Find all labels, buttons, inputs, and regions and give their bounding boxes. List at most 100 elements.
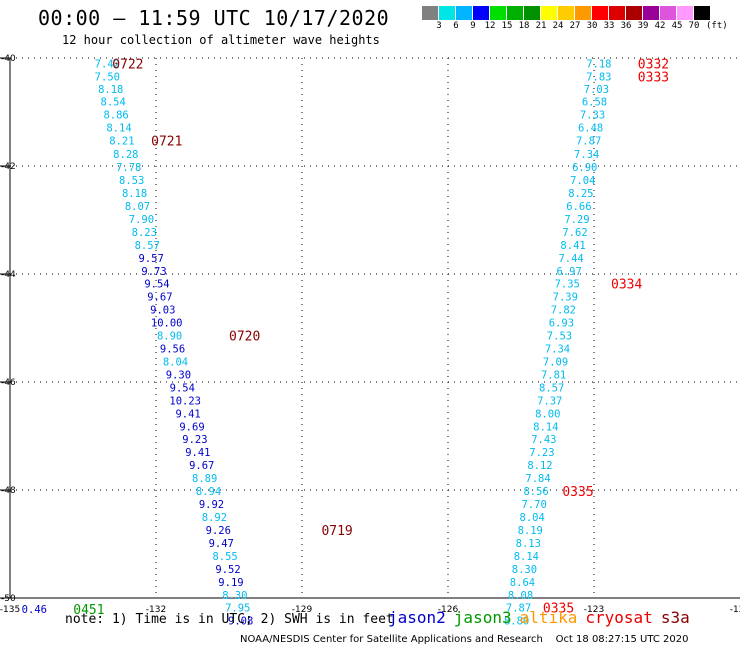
swh-value: 7.50 <box>95 71 120 83</box>
time-label: 0335 <box>562 485 593 500</box>
satellite-altika: altika <box>519 608 578 627</box>
swh-value: 7.70 <box>521 499 546 511</box>
swh-value: 6.58 <box>582 97 607 109</box>
colorbar-tick-label: 9 <box>470 21 476 31</box>
swh-value: 9.56 <box>160 344 185 356</box>
swh-value: 8.56 <box>523 486 548 498</box>
swh-value: 7.95 <box>225 603 250 615</box>
swh-value: 7.87 <box>576 136 601 148</box>
swh-value: 8.57 <box>539 382 564 394</box>
swh-value: 8.08 <box>508 590 533 602</box>
swh-value: 9.08 <box>228 616 253 628</box>
swh-value: 8.90 <box>157 331 182 343</box>
swh-value: 8.57 <box>135 240 160 252</box>
swh-value: 9.30 <box>166 369 191 381</box>
colorbar-tick-label: 15 <box>501 21 513 31</box>
swh-value: 7.04 <box>570 175 595 187</box>
x-tick-label: -132 <box>146 605 166 615</box>
colorbar-swatch <box>660 6 677 20</box>
time-label: 0721 <box>151 135 182 150</box>
swh-value: 6.97 <box>557 266 582 278</box>
colorbar-tick-label: 18 <box>518 21 530 31</box>
swh-value: 9.54 <box>170 382 195 394</box>
swh-value: 8.18 <box>122 188 147 200</box>
swh-value: 8.94 <box>196 486 221 498</box>
time-label: 0335 <box>543 602 574 617</box>
swh-value: 7.33 <box>580 110 605 122</box>
swh-value: 7.90 <box>129 214 154 226</box>
swh-value: 8.04 <box>163 356 188 368</box>
colorbar-tick-label: 3 <box>436 21 442 31</box>
x-tick-label: -126 <box>438 605 459 615</box>
colorbar-swatch <box>456 6 473 20</box>
swh-value: 8.19 <box>518 525 543 537</box>
colorbar-unit: (ft) <box>706 21 728 31</box>
swh-value: 8.00 <box>535 408 560 420</box>
satellite-legend: jason2 jason3 altika cryosat s3a <box>388 608 698 627</box>
swh-value: 9.69 <box>179 421 204 433</box>
colorbar-tick-label: 45 <box>671 21 683 31</box>
satellite-jason3: jason3 <box>453 608 512 627</box>
swh-value: 7.78 <box>116 162 141 174</box>
swh-value: 8.53 <box>119 175 144 187</box>
swh-value: 9.26 <box>206 525 231 537</box>
colorbar-swatch <box>524 6 541 20</box>
swh-value: 7.44 <box>558 253 583 265</box>
colorbar-tick-label: 21 <box>535 21 547 31</box>
swh-value: 8.13 <box>516 538 541 550</box>
x-tick-label: -129 <box>292 605 313 615</box>
swh-value: 8.54 <box>101 97 126 109</box>
y-tick-label: -50 <box>1 594 16 604</box>
colorbar-swatch <box>490 6 507 20</box>
swh-value: 8.30 <box>222 590 247 602</box>
swh-value: 6.66 <box>566 201 591 213</box>
colorbar-swatch <box>694 6 711 20</box>
swh-value: 7.03 <box>584 84 609 96</box>
swh-value: 8.04 <box>520 512 545 524</box>
swh-value: 8.30 <box>512 564 537 576</box>
swh-value: 8.07 <box>125 201 150 213</box>
time-label: 0332 <box>638 57 669 72</box>
colorbar-swatch <box>422 6 439 20</box>
page-title: 00:00 – 11:59 UTC 10/17/2020 <box>38 6 390 30</box>
colorbar-swatch <box>643 6 660 20</box>
swh-value: 8.64 <box>510 577 535 589</box>
colorbar-tick-label: 27 <box>569 21 581 31</box>
x-tick-label: -135 <box>0 605 20 615</box>
swh-value: 9.67 <box>189 460 214 472</box>
swh-value: 6.93 <box>549 318 574 330</box>
swh-value: 7.09 <box>543 356 568 368</box>
swh-value: 10.23 <box>169 395 201 407</box>
swh-value: 10.00 <box>151 318 183 330</box>
colorbar-tick-label: 42 <box>654 21 666 31</box>
swh-value: 8.14 <box>533 421 558 433</box>
swh-value: 7.29 <box>564 214 589 226</box>
swh-value: 9.41 <box>175 408 200 420</box>
swh-value: 8.23 <box>132 227 157 239</box>
colorbar-swatch <box>558 6 575 20</box>
y-tick-label: -40 <box>1 54 16 64</box>
colorbar-tick-label: 33 <box>603 21 615 31</box>
x-tick-label: -120 <box>730 605 740 615</box>
swh-value: 8.86 <box>103 110 128 122</box>
satellite-s3a: s3a <box>660 608 690 627</box>
swh-value: 7.87 <box>506 603 531 615</box>
swh-value: 7.82 <box>551 305 576 317</box>
swh-value: 7.43 <box>531 434 556 446</box>
swh-value: 7.35 <box>555 279 580 291</box>
swh-value: 7.62 <box>562 227 587 239</box>
swh-value: 8.14 <box>514 551 539 563</box>
colorbar-swatch <box>609 6 626 20</box>
time-label: 0451 <box>73 603 104 618</box>
time-label: 0334 <box>611 278 642 293</box>
colorbar-swatch <box>541 6 558 20</box>
swh-value: 9.19 <box>218 577 243 589</box>
swh-value: 8.14 <box>106 123 131 135</box>
colorbar-tick-label: 24 <box>552 21 564 31</box>
swh-value: 8.41 <box>560 240 585 252</box>
swh-value: 9.23 <box>182 434 207 446</box>
colorbar-tick-label: 30 <box>586 21 598 31</box>
swh-value: 8.12 <box>527 460 552 472</box>
colorbar-swatch <box>507 6 524 20</box>
x-tick-label: -123 <box>584 605 604 615</box>
